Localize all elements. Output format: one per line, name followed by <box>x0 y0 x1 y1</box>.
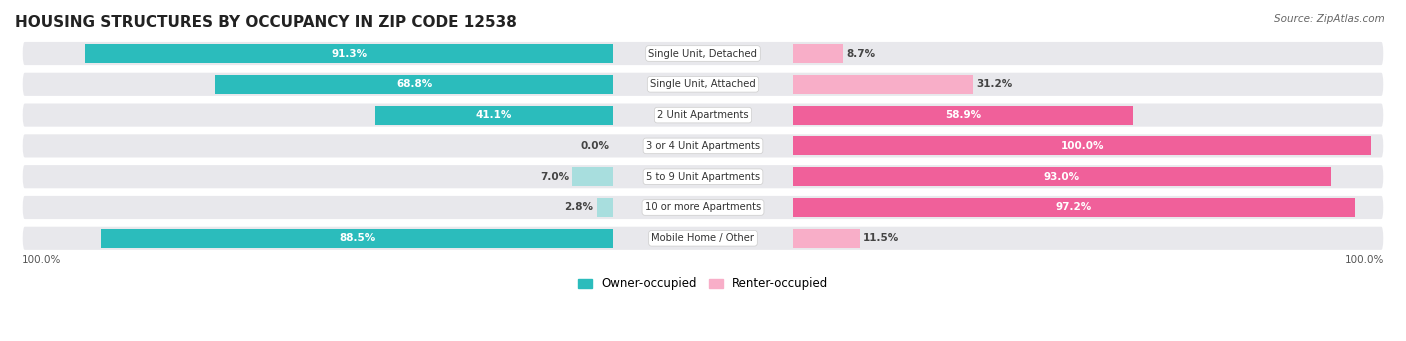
FancyBboxPatch shape <box>21 164 1385 189</box>
Bar <box>793 229 859 248</box>
Bar <box>572 167 613 186</box>
Text: 88.5%: 88.5% <box>339 233 375 243</box>
Text: 5 to 9 Unit Apartments: 5 to 9 Unit Apartments <box>645 172 761 182</box>
Text: 11.5%: 11.5% <box>863 233 900 243</box>
FancyBboxPatch shape <box>21 226 1385 251</box>
Text: 100.0%: 100.0% <box>21 255 60 265</box>
Text: 100.0%: 100.0% <box>1346 255 1385 265</box>
Text: 97.2%: 97.2% <box>1056 203 1092 212</box>
Bar <box>793 198 1355 217</box>
Text: Mobile Home / Other: Mobile Home / Other <box>651 233 755 243</box>
Bar <box>86 44 613 63</box>
Text: Single Unit, Detached: Single Unit, Detached <box>648 48 758 59</box>
Bar <box>215 75 613 94</box>
Bar <box>596 198 613 217</box>
Bar <box>793 75 973 94</box>
Text: 7.0%: 7.0% <box>540 172 569 182</box>
Text: Single Unit, Attached: Single Unit, Attached <box>650 79 756 89</box>
Text: 0.0%: 0.0% <box>581 141 609 151</box>
Bar <box>793 167 1330 186</box>
Bar <box>793 106 1133 125</box>
Text: 41.1%: 41.1% <box>475 110 512 120</box>
FancyBboxPatch shape <box>21 103 1385 128</box>
Text: 8.7%: 8.7% <box>846 48 876 59</box>
Bar <box>375 106 613 125</box>
Text: 31.2%: 31.2% <box>977 79 1014 89</box>
FancyBboxPatch shape <box>21 41 1385 66</box>
FancyBboxPatch shape <box>21 195 1385 220</box>
Bar <box>101 229 613 248</box>
Legend: Owner-occupied, Renter-occupied: Owner-occupied, Renter-occupied <box>572 273 834 295</box>
Text: 68.8%: 68.8% <box>396 79 432 89</box>
Text: 100.0%: 100.0% <box>1060 141 1104 151</box>
Text: 10 or more Apartments: 10 or more Apartments <box>645 203 761 212</box>
FancyBboxPatch shape <box>21 133 1385 159</box>
Text: 91.3%: 91.3% <box>330 48 367 59</box>
Text: 93.0%: 93.0% <box>1043 172 1080 182</box>
Text: 2 Unit Apartments: 2 Unit Apartments <box>657 110 749 120</box>
Text: 2.8%: 2.8% <box>564 203 593 212</box>
Bar <box>793 44 844 63</box>
Text: HOUSING STRUCTURES BY OCCUPANCY IN ZIP CODE 12538: HOUSING STRUCTURES BY OCCUPANCY IN ZIP C… <box>15 15 517 30</box>
Bar <box>793 136 1371 155</box>
FancyBboxPatch shape <box>21 72 1385 97</box>
Text: Source: ZipAtlas.com: Source: ZipAtlas.com <box>1274 14 1385 24</box>
Text: 58.9%: 58.9% <box>945 110 981 120</box>
Text: 3 or 4 Unit Apartments: 3 or 4 Unit Apartments <box>645 141 761 151</box>
